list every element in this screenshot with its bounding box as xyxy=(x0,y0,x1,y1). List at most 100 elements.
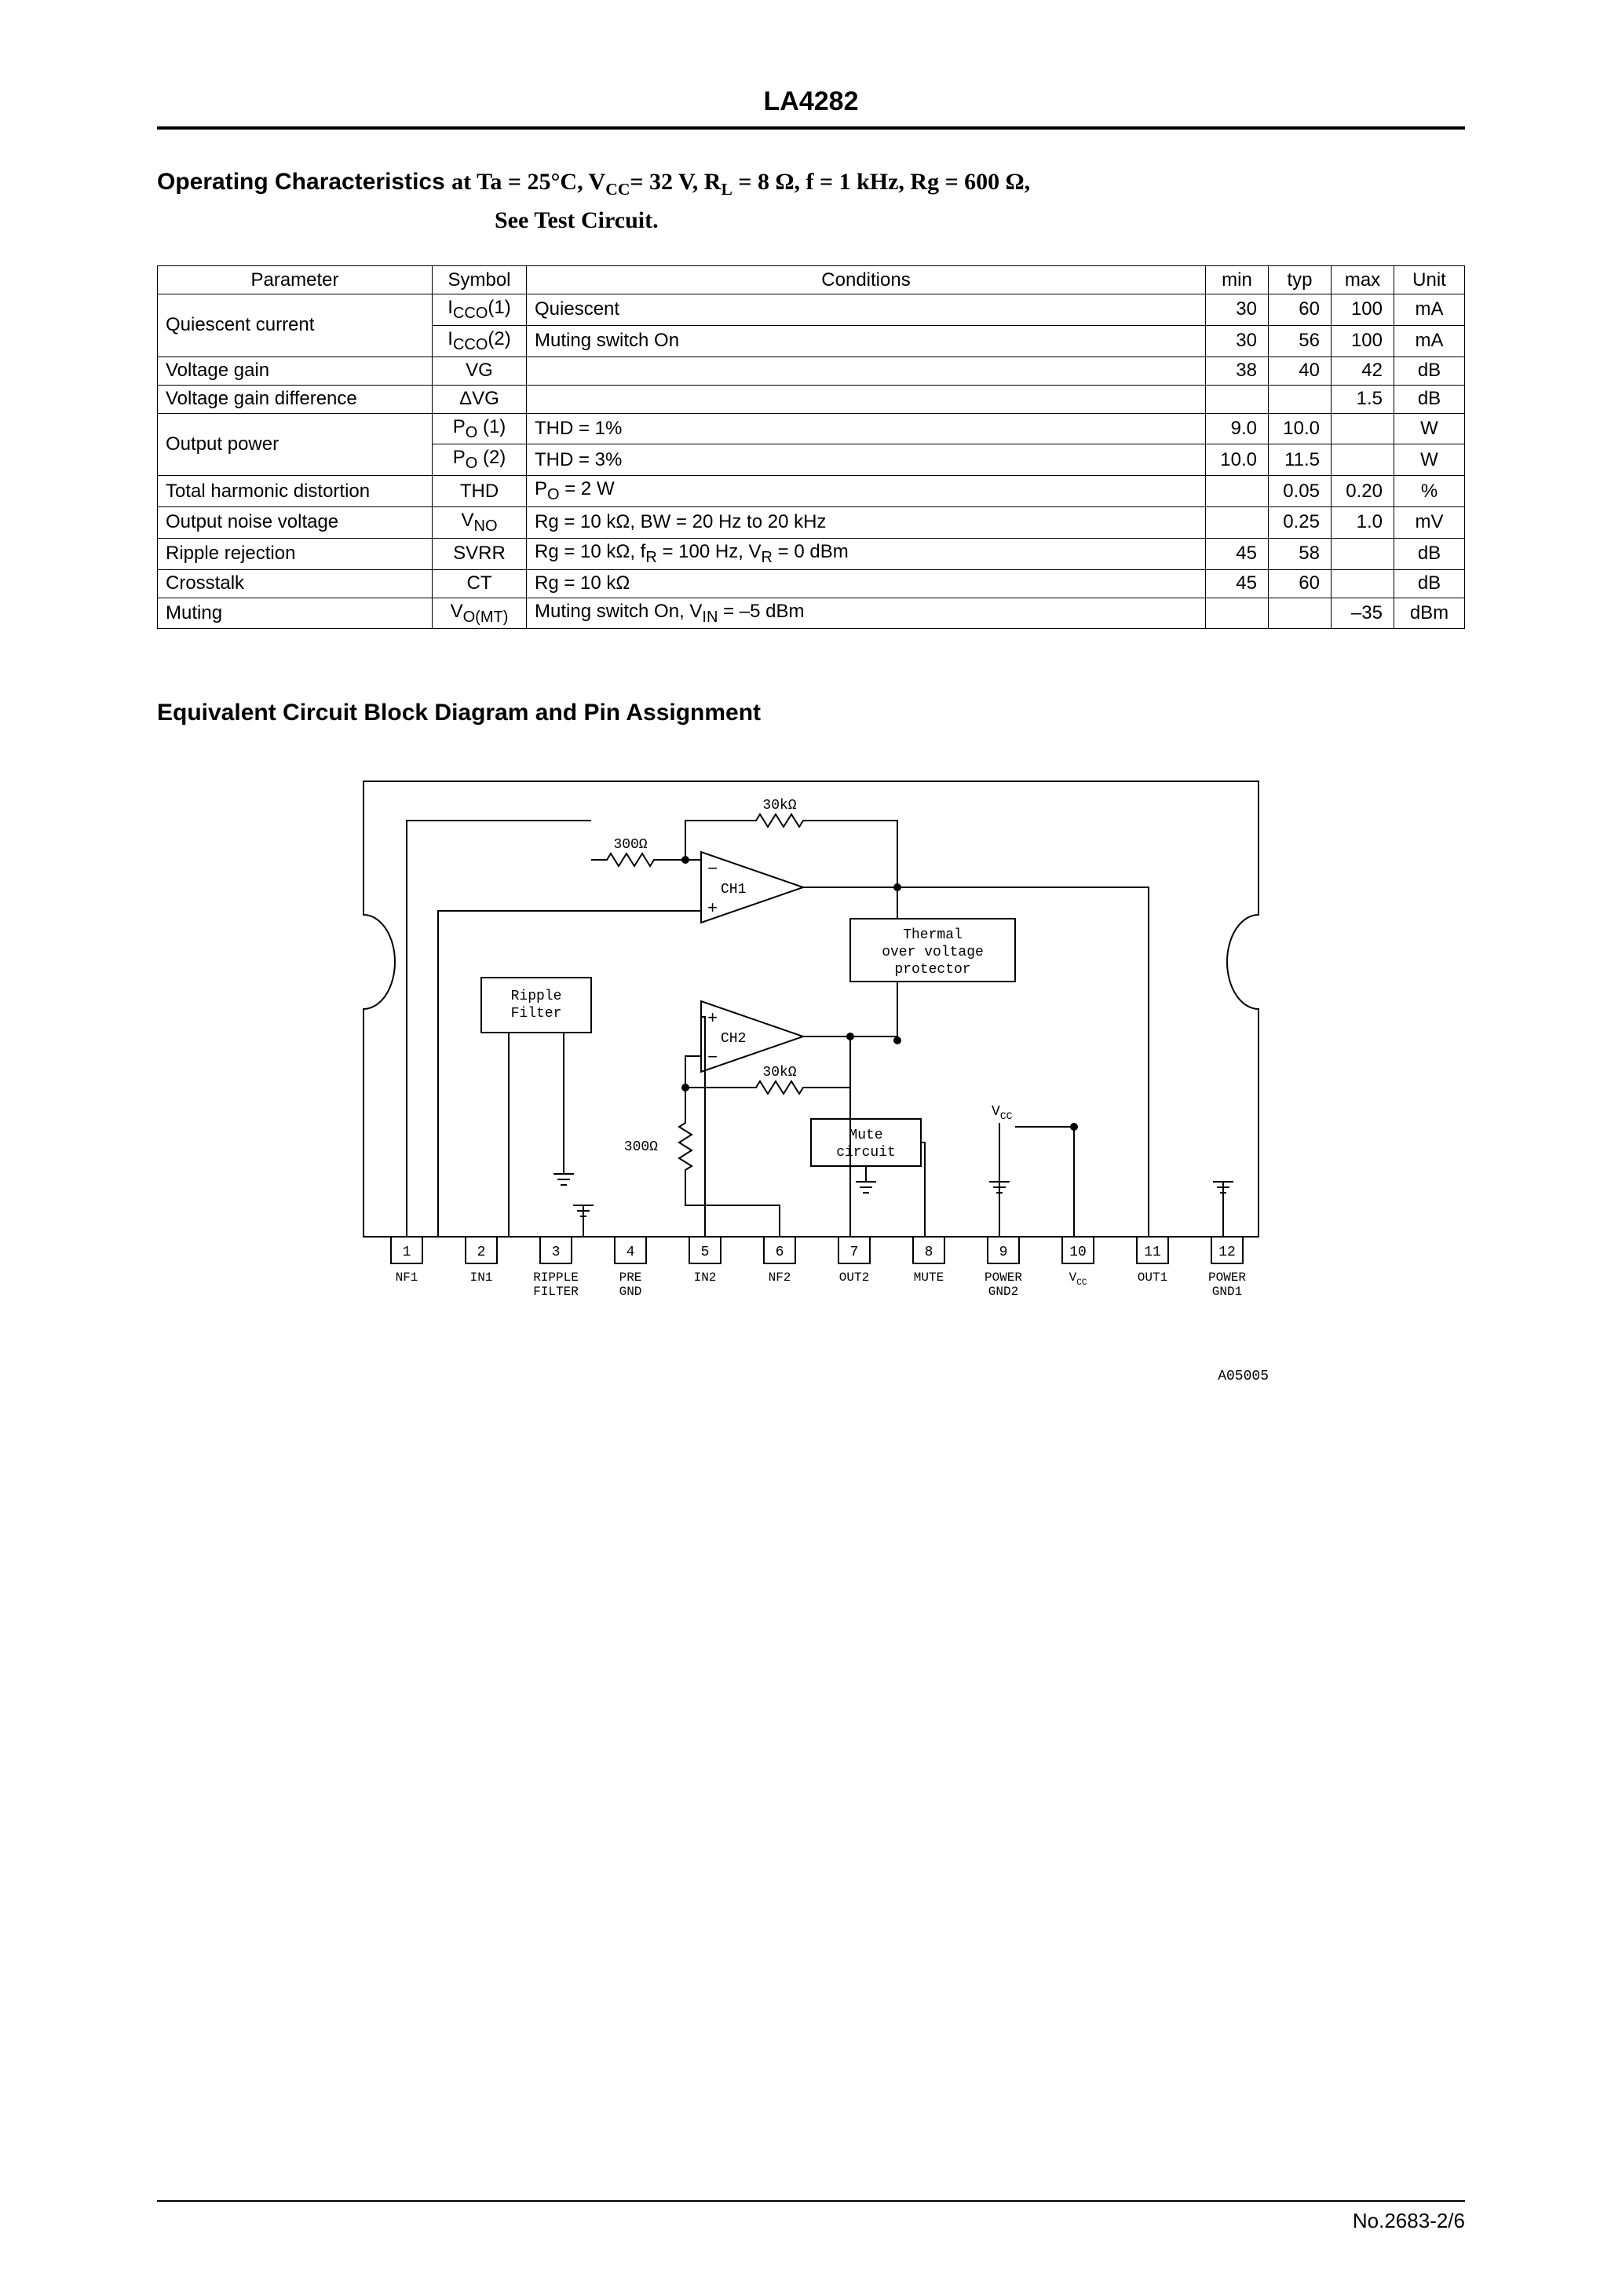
cell-min: 30 xyxy=(1206,294,1269,326)
cell-parameter: Total harmonic distortion xyxy=(158,476,433,507)
ripple-line1: Ripple xyxy=(511,989,562,1004)
cell-min: 38 xyxy=(1206,356,1269,385)
ch2-label: CH2 xyxy=(721,1031,746,1047)
cell-typ: 60 xyxy=(1269,294,1332,326)
cell-unit: mA xyxy=(1394,294,1465,326)
table-row: Output powerPO (1)THD = 1%9.010.0W xyxy=(158,413,1465,444)
cell-symbol: ICCO(2) xyxy=(433,325,527,356)
cell-unit: W xyxy=(1394,413,1465,444)
col-conditions: Conditions xyxy=(527,266,1206,294)
pin-label-2: GND2 xyxy=(988,1285,1018,1299)
diagram-container: 1NF12IN13RIPPLEFILTER4PREGND5IN26NF27OUT… xyxy=(157,766,1465,1362)
cell-symbol: PO (1) xyxy=(433,413,527,444)
table-row: Quiescent currentICCO(1)Quiescent3060100… xyxy=(158,294,1465,326)
cell-parameter: Ripple rejection xyxy=(158,538,433,569)
cell-min xyxy=(1206,598,1269,629)
pin-label: RIPPLE xyxy=(533,1270,579,1285)
cell-symbol: CT xyxy=(433,569,527,598)
operating-title-cond: at Ta = 25°C, VCC= 32 V, RL = 8 Ω, f = 1… xyxy=(451,169,1030,195)
cell-unit: mA xyxy=(1394,325,1465,356)
pin-label: POWER xyxy=(1208,1270,1246,1285)
operating-table: Parameter Symbol Conditions min typ max … xyxy=(157,265,1465,629)
pin-number: 9 xyxy=(999,1245,1008,1260)
thermal-line1: Thermal xyxy=(903,927,963,943)
cell-parameter: Voltage gain difference xyxy=(158,385,433,413)
cell-conditions xyxy=(527,385,1206,413)
table-header-row: Parameter Symbol Conditions min typ max … xyxy=(158,266,1465,294)
cell-conditions: PO = 2 W xyxy=(527,476,1206,507)
pin-label-2: FILTER xyxy=(533,1285,579,1299)
figure-code: A05005 xyxy=(157,1369,1465,1384)
table-row: Voltage gain differenceΔVG1.5dB xyxy=(158,385,1465,413)
cell-max xyxy=(1332,444,1394,476)
operating-title-prefix: Operating Characteristics xyxy=(157,169,445,195)
cell-unit: dB xyxy=(1394,538,1465,569)
table-row: Output noise voltageVNORg = 10 kΩ, BW = … xyxy=(158,506,1465,538)
svg-text:−: − xyxy=(707,1048,718,1068)
cell-typ: 40 xyxy=(1269,356,1332,385)
col-parameter: Parameter xyxy=(158,266,433,294)
cell-typ: 60 xyxy=(1269,569,1332,598)
pin-number: 8 xyxy=(925,1245,933,1260)
pin-label: POWER xyxy=(985,1270,1022,1285)
cell-conditions: Muting switch On xyxy=(527,325,1206,356)
col-typ: typ xyxy=(1269,266,1332,294)
cell-min: 45 xyxy=(1206,538,1269,569)
cell-conditions: Muting switch On, VIN = –5 dBm xyxy=(527,598,1206,629)
vcc-label: VCC xyxy=(992,1104,1013,1122)
thermal-line3: protector xyxy=(894,962,970,978)
pin-label: IN2 xyxy=(694,1270,717,1285)
cell-min: 9.0 xyxy=(1206,413,1269,444)
mute-line2: circuit xyxy=(836,1145,896,1161)
cell-parameter: Crosstalk xyxy=(158,569,433,598)
diagram-title: Equivalent Circuit Block Diagram and Pin… xyxy=(157,700,1465,726)
r30k-bot-label: 30kΩ xyxy=(762,1065,796,1080)
cell-min: 30 xyxy=(1206,325,1269,356)
pin-label: NF2 xyxy=(769,1270,791,1285)
cell-typ xyxy=(1269,385,1332,413)
pin-label: VCC xyxy=(1069,1270,1087,1288)
cell-min xyxy=(1206,506,1269,538)
col-symbol: Symbol xyxy=(433,266,527,294)
part-number: LA4282 xyxy=(764,86,859,116)
pin-number: 12 xyxy=(1218,1245,1236,1260)
page-header: LA4282 xyxy=(157,86,1465,130)
pin-number: 4 xyxy=(627,1245,635,1260)
table-row: Ripple rejectionSVRRRg = 10 kΩ, fR = 100… xyxy=(158,538,1465,569)
cell-conditions xyxy=(527,356,1206,385)
cell-symbol: VO(MT) xyxy=(433,598,527,629)
cell-conditions: Rg = 10 kΩ, fR = 100 Hz, VR = 0 dBm xyxy=(527,538,1206,569)
pin-number: 3 xyxy=(552,1245,561,1260)
cell-typ: 0.05 xyxy=(1269,476,1332,507)
cell-conditions: Quiescent xyxy=(527,294,1206,326)
table-row: CrosstalkCTRg = 10 kΩ4560dB xyxy=(158,569,1465,598)
r300-bot-label: 300Ω xyxy=(624,1139,658,1155)
pin-label-2: GND1 xyxy=(1212,1285,1242,1299)
cell-conditions: Rg = 10 kΩ xyxy=(527,569,1206,598)
cell-unit: W xyxy=(1394,444,1465,476)
cell-symbol: VNO xyxy=(433,506,527,538)
cell-conditions: THD = 3% xyxy=(527,444,1206,476)
cell-typ: 56 xyxy=(1269,325,1332,356)
cell-max xyxy=(1332,413,1394,444)
cell-max: 1.5 xyxy=(1332,385,1394,413)
cell-min: 10.0 xyxy=(1206,444,1269,476)
table-row: Total harmonic distortionTHDPO = 2 W 0.05… xyxy=(158,476,1465,507)
cell-parameter: Voltage gain xyxy=(158,356,433,385)
r300-top-label: 300Ω xyxy=(613,837,647,853)
cell-symbol: SVRR xyxy=(433,538,527,569)
ch1-label: CH1 xyxy=(721,882,746,898)
pin-number: 1 xyxy=(403,1245,411,1260)
cell-symbol: THD xyxy=(433,476,527,507)
mute-line1: Mute xyxy=(849,1128,882,1143)
cell-min xyxy=(1206,385,1269,413)
table-row: MutingVO(MT)Muting switch On, VIN = –5 d… xyxy=(158,598,1465,629)
pin-number: 7 xyxy=(850,1245,859,1260)
col-min: min xyxy=(1206,266,1269,294)
cell-max: 42 xyxy=(1332,356,1394,385)
cell-conditions: THD = 1% xyxy=(527,413,1206,444)
cell-unit: mV xyxy=(1394,506,1465,538)
r30k-top-label: 30kΩ xyxy=(762,798,796,813)
cell-max: 100 xyxy=(1332,325,1394,356)
cell-unit: dB xyxy=(1394,569,1465,598)
